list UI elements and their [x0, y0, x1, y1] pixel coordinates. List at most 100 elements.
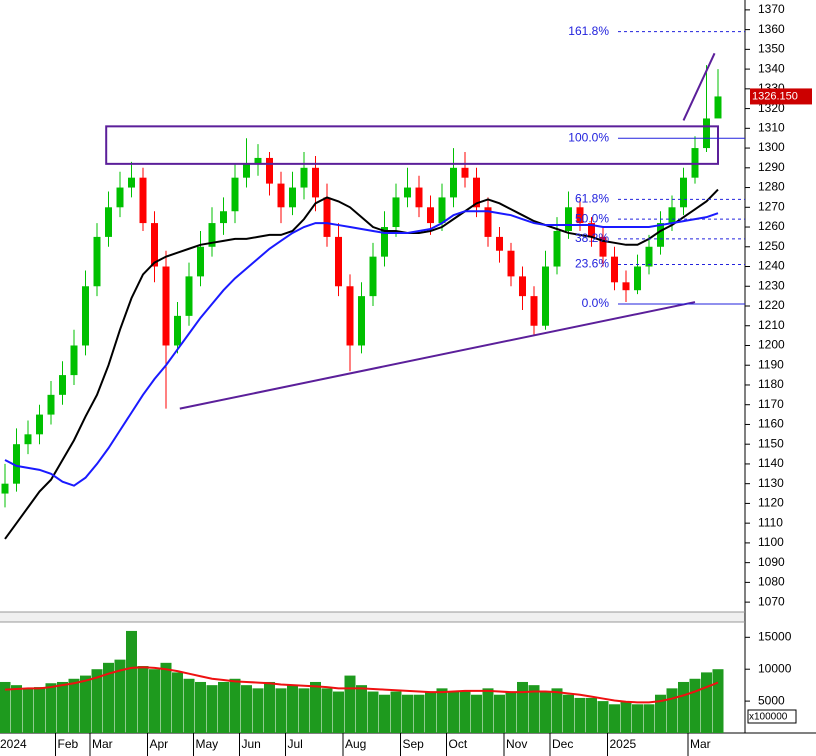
candle-body: [358, 296, 365, 346]
volume-bar: [551, 688, 563, 733]
fib-label: 161.8%: [568, 24, 609, 38]
fib-label: 23.6%: [575, 257, 609, 271]
volume-bar: [471, 694, 482, 733]
volume-bar: [482, 688, 494, 733]
volume-bar: [0, 681, 11, 733]
volume-bar: [333, 691, 344, 733]
y-tick-label: 1100: [758, 535, 784, 549]
x-tick-label: Jun: [242, 737, 261, 751]
last-price-box: [750, 88, 812, 105]
y-tick-label: 1110: [758, 515, 783, 529]
volume-bar: [436, 688, 448, 733]
volume-bar: [540, 691, 551, 733]
volume-bar: [413, 694, 425, 733]
candle-body: [680, 177, 687, 208]
y-tick-label: 1340: [758, 61, 785, 75]
volume-bar: [344, 675, 356, 733]
y-tick-label: 1230: [758, 278, 785, 292]
candle-body: [668, 207, 676, 224]
volume-bar: [586, 697, 597, 733]
candle-body: [622, 282, 630, 291]
y-tick-label: 1310: [758, 120, 785, 134]
y-tick-label: 1240: [758, 259, 785, 273]
volume-bar: [678, 681, 689, 733]
candle-body: [36, 414, 43, 435]
candle-body: [427, 207, 434, 224]
volume-bar: [45, 683, 57, 733]
volume-bar: [34, 687, 45, 733]
y-tick-label: 1260: [758, 219, 785, 233]
fib-label: 50.0%: [575, 211, 609, 225]
volume-bar: [517, 681, 528, 733]
volume-bar: [609, 704, 620, 733]
volume-bar: [356, 685, 367, 733]
x-tick-label: Mar: [690, 737, 711, 751]
volume-bar: [241, 685, 252, 733]
candle-body: [519, 276, 526, 297]
volume-bar: [11, 685, 22, 733]
volume-bar: [574, 697, 586, 733]
candle-body: [300, 167, 308, 188]
candle-body: [93, 236, 101, 287]
y-tick-label: 1130: [758, 476, 784, 490]
fib-label: 38.2%: [575, 231, 609, 245]
candle-body: [24, 434, 32, 445]
y-tick-label: 1220: [758, 298, 785, 312]
volume-bar: [57, 681, 68, 733]
candle-body: [105, 207, 112, 237]
y-tick-label: 1300: [758, 140, 785, 154]
candle-body: [404, 187, 411, 198]
x-tick-label: Feb: [58, 737, 79, 751]
y-tick-label: 1150: [758, 436, 784, 450]
candle-body: [162, 266, 170, 346]
candle-body: [381, 227, 388, 257]
candle-body: [369, 256, 377, 297]
x-tick-label: Nov: [506, 737, 527, 751]
volume-bar: [494, 694, 505, 733]
candle-body: [588, 223, 595, 237]
candle-body: [59, 375, 66, 395]
y-tick-label: 1250: [758, 239, 785, 253]
unit-box: [747, 709, 797, 724]
trendline: [682, 52, 716, 121]
fib-label: 61.8%: [575, 192, 609, 206]
y-tick-label: 1360: [758, 22, 785, 36]
volume-bar: [459, 691, 471, 733]
volume-bar: [632, 704, 643, 733]
candle-body: [277, 183, 285, 208]
resistance-box: [105, 125, 719, 165]
volume-bar: [195, 681, 206, 733]
volume-bar: [643, 704, 655, 733]
y-tick-label: 1200: [758, 338, 785, 352]
volume-bar: [68, 678, 80, 733]
y-tick-label: 1070: [758, 594, 785, 608]
candle-body: [185, 276, 193, 316]
candle-body: [553, 230, 561, 267]
candle-body: [507, 250, 515, 277]
candle-body: [714, 96, 722, 119]
volume-ma-line: [4, 666, 719, 704]
y-tick-label: 1120: [758, 496, 784, 510]
candle-body: [484, 207, 492, 237]
candle-body: [346, 286, 354, 346]
x-tick-label: Aug: [345, 737, 366, 751]
candle-body: [231, 177, 239, 212]
volume-bar: [80, 675, 91, 733]
volume-bar: [22, 688, 34, 733]
trendline: [179, 301, 696, 410]
candle-body: [197, 246, 204, 277]
last-price-label: 1326.150: [752, 90, 798, 102]
volume-bar: [402, 694, 413, 733]
candle-body: [415, 187, 423, 208]
volume-unit-label: x100000: [749, 712, 788, 723]
volume-bar: [149, 669, 160, 733]
candle-body: [703, 118, 710, 149]
volume-bar: [218, 681, 229, 733]
volume-bar: [448, 691, 459, 733]
candle-body: [542, 266, 549, 326]
candle-body: [473, 177, 480, 208]
volume-bar: [172, 672, 183, 733]
candle-body: [565, 207, 572, 231]
candle-body: [392, 197, 400, 228]
